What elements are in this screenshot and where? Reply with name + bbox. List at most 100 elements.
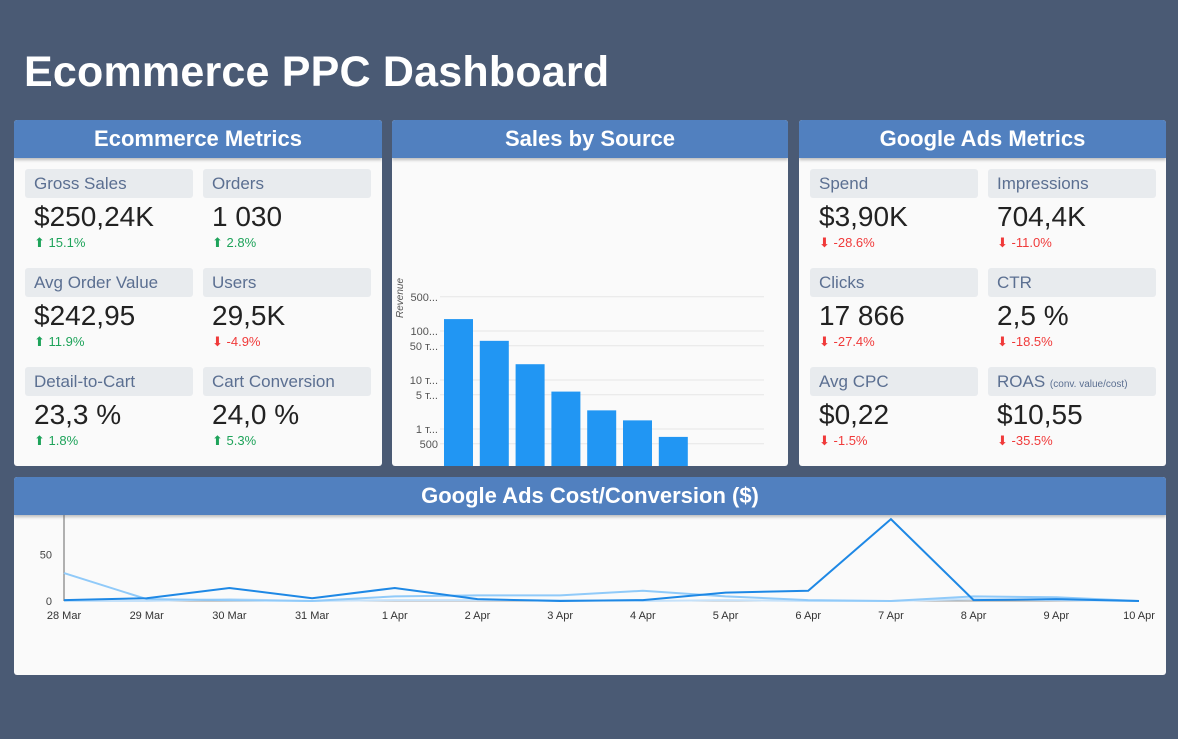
metric-label: Detail-to-Cart bbox=[25, 367, 193, 396]
y-tick-label: 50 т... bbox=[410, 341, 438, 353]
metric-card: Users 29,5K ⬇ -4.9% bbox=[203, 268, 371, 350]
series-line bbox=[63, 572, 1140, 603]
google-ads-metrics-panel: Google Ads Metrics Spend $3,90K ⬇ -28.6%… bbox=[799, 120, 1166, 466]
metric-label: Impressions bbox=[988, 169, 1156, 198]
metric-change-value: 11.9% bbox=[48, 334, 85, 349]
metric-value: 23,3 % bbox=[34, 399, 122, 430]
arrow-down-icon: ⬇ bbox=[819, 433, 830, 448]
metric-label-text: Detail-to-Cart bbox=[34, 372, 136, 391]
metric-change: ⬇ -4.9% bbox=[203, 334, 371, 350]
panel-title: Ecommerce Metrics bbox=[14, 120, 382, 158]
metric-change: ⬇ -35.5% bbox=[988, 433, 1156, 449]
metric-value: 24,0 % bbox=[212, 399, 300, 430]
metric-change: ⬆ 15.1% bbox=[25, 235, 193, 251]
metric-change-value: -27.4% bbox=[833, 334, 875, 349]
metric-change-value: -11.0% bbox=[1011, 235, 1052, 250]
arrow-down-icon: ⬇ bbox=[997, 334, 1008, 349]
metric-value: 2,5 % bbox=[997, 300, 1069, 331]
y-tick-label: 500... bbox=[410, 292, 438, 304]
bar bbox=[551, 391, 581, 466]
x-tick-label: 10 Apr bbox=[1123, 610, 1155, 622]
metric-label-text: Spend bbox=[819, 174, 869, 193]
metric-change-value: 5.3% bbox=[226, 433, 257, 448]
metric-label: Cart Conversion bbox=[203, 367, 371, 396]
metric-label-text: Users bbox=[212, 273, 257, 292]
metric-label: Avg Order Value bbox=[25, 268, 193, 297]
metric-label-text: ROAS bbox=[997, 372, 1046, 391]
x-tick-label: 1 Apr bbox=[382, 610, 408, 622]
y-tick-label: 500 bbox=[420, 439, 438, 451]
metric-card: ROAS (conv. value/cost) $10,55 ⬇ -35.5% bbox=[988, 367, 1156, 449]
metric-label: Avg CPC bbox=[810, 367, 978, 396]
x-tick-label: 8 Apr bbox=[961, 610, 987, 622]
metric-card: Orders 1 030 ⬆ 2.8% bbox=[203, 169, 371, 251]
x-tick-label: 9 Apr bbox=[1043, 610, 1069, 622]
metric-card: CTR 2,5 % ⬇ -18.5% bbox=[988, 268, 1156, 350]
y-tick-label: 50 bbox=[40, 550, 52, 562]
x-tick-label: 28 Mar bbox=[47, 610, 82, 622]
bar bbox=[658, 436, 688, 466]
metric-change-value: 2.8% bbox=[226, 235, 257, 250]
metric-card: Avg Order Value $242,95 ⬆ 11.9% bbox=[25, 268, 193, 350]
metric-value: 1 030 bbox=[212, 201, 283, 232]
metric-value: $10,55 bbox=[997, 399, 1083, 430]
x-tick-label: 5 Apr bbox=[713, 610, 739, 622]
y-axis-label: Revenue bbox=[395, 278, 406, 318]
metric-value: 704,4K bbox=[997, 201, 1086, 232]
metric-change: ⬆ 11.9% bbox=[25, 334, 193, 350]
y-tick-label: 100... bbox=[410, 326, 438, 338]
metric-change: ⬇ -1.5% bbox=[810, 433, 978, 449]
metric-change: ⬆ 1.8% bbox=[25, 433, 193, 449]
series-line bbox=[63, 517, 1140, 603]
metric-change-value: 15.1% bbox=[48, 235, 86, 250]
metric-label: Gross Sales bbox=[25, 169, 193, 198]
x-tick-label: 4 Apr bbox=[630, 610, 656, 622]
metric-change: ⬇ -18.5% bbox=[988, 334, 1156, 350]
metric-change: ⬆ 2.8% bbox=[203, 235, 371, 251]
metric-change-value: 1.8% bbox=[48, 433, 79, 448]
metric-change-value: -18.5% bbox=[1011, 334, 1053, 349]
panel-title: Sales by Source bbox=[392, 120, 788, 158]
metric-change-value: -35.5% bbox=[1011, 433, 1053, 448]
bar bbox=[587, 410, 617, 466]
sales-by-source-panel: Sales by Source 0501005001 т...5 т...10 … bbox=[392, 120, 788, 466]
metric-label: Orders bbox=[203, 169, 371, 198]
metric-label-text: Gross Sales bbox=[34, 174, 127, 193]
y-tick-label: 1 т... bbox=[416, 424, 438, 436]
metric-label: Users bbox=[203, 268, 371, 297]
metric-value: 29,5K bbox=[212, 300, 286, 331]
metric-label: Clicks bbox=[810, 268, 978, 297]
panel-title: Google Ads Metrics bbox=[799, 120, 1166, 158]
metric-value: $250,24K bbox=[34, 201, 154, 232]
metric-value: $3,90K bbox=[819, 201, 908, 232]
page-title: Ecommerce PPC Dashboard bbox=[24, 48, 610, 96]
metric-card: Detail-to-Cart 23,3 % ⬆ 1.8% bbox=[25, 367, 193, 449]
metric-label-text: Clicks bbox=[819, 273, 865, 292]
sales-by-source-chart: 0501005001 т...5 т...10 т...50 т...100..… bbox=[395, 278, 764, 466]
metric-card: Spend $3,90K ⬇ -28.6% bbox=[810, 169, 978, 251]
metric-label-text: Cart Conversion bbox=[212, 372, 335, 391]
metric-label: Spend bbox=[810, 169, 978, 198]
x-tick-label: 29 Mar bbox=[130, 610, 165, 622]
panel-title: Google Ads Cost/Conversion ($) bbox=[14, 477, 1166, 515]
bar bbox=[479, 340, 509, 466]
metric-label: ROAS (conv. value/cost) bbox=[988, 367, 1156, 396]
arrow-down-icon: ⬇ bbox=[819, 334, 830, 349]
metric-card: Gross Sales $250,24K ⬆ 15.1% bbox=[25, 169, 193, 251]
bar bbox=[515, 364, 545, 466]
arrow-up-icon: ⬆ bbox=[34, 433, 45, 448]
x-tick-label: 6 Apr bbox=[795, 610, 821, 622]
x-tick-label: 7 Apr bbox=[878, 610, 904, 622]
x-tick-label: 30 Mar bbox=[212, 610, 247, 622]
metric-change: ⬇ -28.6% bbox=[810, 235, 978, 251]
metric-change-value: -4.9% bbox=[226, 334, 261, 349]
metric-label-text: CTR bbox=[997, 273, 1032, 292]
x-tick-label: 3 Apr bbox=[547, 610, 573, 622]
metric-change-value: -1.5% bbox=[833, 433, 868, 448]
arrow-up-icon: ⬆ bbox=[34, 235, 45, 250]
arrow-up-icon: ⬆ bbox=[34, 334, 45, 349]
metric-value: 17 866 bbox=[819, 300, 905, 331]
arrow-down-icon: ⬇ bbox=[997, 433, 1008, 448]
metric-sublabel: (conv. value/cost) bbox=[1049, 379, 1128, 390]
